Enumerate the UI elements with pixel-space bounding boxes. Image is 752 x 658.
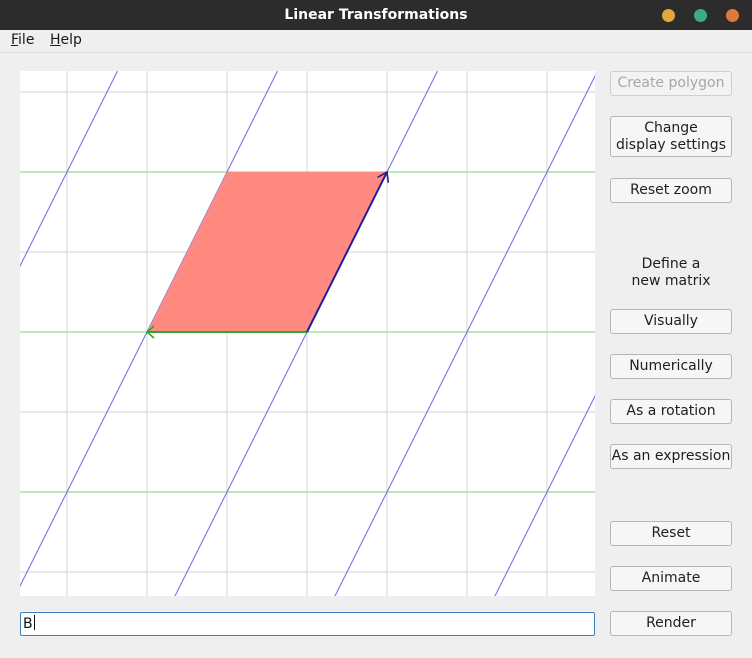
define-rotation-button[interactable]: As a rotation <box>610 399 732 424</box>
transformed-grid-line <box>334 74 595 596</box>
create-polygon-button[interactable]: Create polygon <box>610 71 732 96</box>
change-display-label-line2: display settings <box>616 137 726 153</box>
text-caret <box>33 615 35 630</box>
change-display-label-line1: Change <box>644 120 698 136</box>
j-hat-arrowhead <box>377 170 390 183</box>
title-bar: Linear Transformations <box>0 0 752 30</box>
menu-bar: File Help <box>0 30 752 53</box>
render-button[interactable]: Render <box>610 611 732 636</box>
reset-zoom-button[interactable]: Reset zoom <box>610 178 732 203</box>
define-numerically-button[interactable]: Numerically <box>610 354 732 379</box>
j-hat-vector <box>306 171 388 333</box>
menu-file[interactable]: File <box>11 32 35 48</box>
define-visually-button[interactable]: Visually <box>610 309 732 334</box>
transformation-plot[interactable] <box>20 71 595 596</box>
i-hat-arrowhead <box>145 325 155 339</box>
transformed-grid-line <box>20 71 279 588</box>
reset-button[interactable]: Reset <box>610 521 732 546</box>
minimize-button[interactable] <box>662 9 675 22</box>
close-button[interactable] <box>726 9 739 22</box>
change-display-settings-button[interactable]: Change display settings <box>610 116 732 157</box>
animate-button[interactable]: Animate <box>610 566 732 591</box>
window-title: Linear Transformations <box>284 7 468 23</box>
expression-input-value: B <box>23 616 33 632</box>
define-matrix-label-line2: new matrix <box>631 273 711 289</box>
define-matrix-label: Define a new matrix <box>610 256 732 290</box>
define-expression-button[interactable]: As an expression <box>610 444 732 469</box>
plot-svg <box>20 71 595 596</box>
transformed-grid-line <box>494 394 595 596</box>
transformed-grid-line <box>20 71 119 268</box>
transformed-grid-line <box>174 71 439 596</box>
maximize-button[interactable] <box>694 9 707 22</box>
define-matrix-label-line1: Define a <box>641 256 701 272</box>
expression-input[interactable]: B <box>20 612 595 636</box>
menu-help[interactable]: Help <box>50 32 82 48</box>
